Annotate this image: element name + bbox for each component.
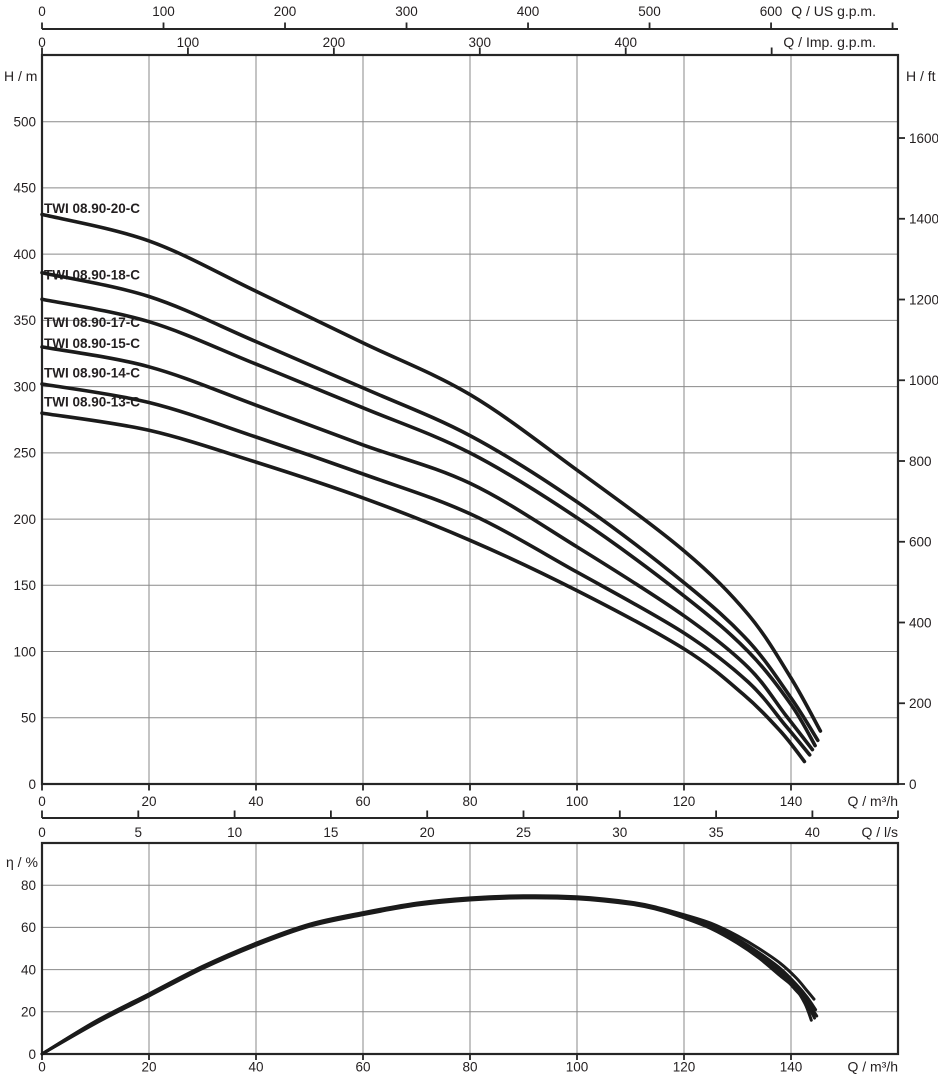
pump-efficiency-curve [40, 895, 814, 1056]
q-m3h-main-tick-label: 20 [141, 794, 156, 809]
imp-gpm-tick-label: 200 [323, 35, 346, 50]
h-ft-tick-label: 1000 [909, 373, 938, 388]
h-m-tick-label: 0 [28, 777, 36, 792]
h-ft-tick-label: 400 [909, 615, 932, 630]
pump-efficiency-curve [40, 896, 813, 1056]
pump-head-curve [40, 382, 812, 757]
pump-efficiency-curve [40, 895, 819, 1056]
pump-head-curve [40, 297, 817, 748]
h-m-tick-label: 200 [13, 512, 36, 527]
h-m-tick-label: 100 [13, 644, 36, 659]
q-m3h-main-tick-label: 40 [248, 794, 263, 809]
q-m3h-eff-tick-label: 100 [566, 1060, 589, 1075]
eta-tick-label: 20 [21, 1005, 36, 1020]
h-ft-axis-unit-label: H / ft [906, 68, 936, 84]
us-gpm-tick-label: 100 [152, 4, 175, 19]
q-ls-tick-label: 10 [227, 825, 242, 840]
us-gpm-tick-label: 600 [760, 4, 783, 19]
q-m3h-main-tick-label: 140 [780, 794, 803, 809]
imp-gpm-axis-unit-label: Q / Imp. g.p.m. [783, 34, 876, 50]
q-ls-tick-label: 5 [135, 825, 143, 840]
q-m3h-eff-tick-label: 20 [141, 1060, 156, 1075]
eta-tick-label: 60 [21, 920, 36, 935]
q-m3h-main-tick-label: 120 [673, 794, 696, 809]
h-ft-tick-label: 1200 [909, 292, 938, 307]
q-m3h-eff-tick-label: 60 [355, 1060, 370, 1075]
imp-gpm-tick-label: 400 [614, 35, 637, 50]
imp-gpm-tick-label: 0 [38, 35, 46, 50]
q-m3h-main-tick-label: 60 [355, 794, 370, 809]
pump-head-curve [40, 345, 815, 752]
us-gpm-tick-label: 0 [38, 4, 46, 19]
q-ls-tick-label: 35 [709, 825, 724, 840]
eta-tick-label: 0 [28, 1047, 36, 1062]
us-gpm-tick-label: 300 [395, 4, 418, 19]
h-ft-tick-label: 800 [909, 454, 932, 469]
q-ls-tick-label: 40 [805, 825, 820, 840]
pump-head-curve [40, 270, 820, 743]
q-m3h-eff-tick-label: 0 [38, 1060, 46, 1075]
pump-curve-label: TWI 08.90-17-C [44, 315, 140, 330]
h-ft-tick-label: 1600 [909, 131, 938, 146]
h-m-axis-unit-label: H / m [4, 68, 37, 84]
h-m-tick-label: 150 [13, 578, 36, 593]
q-ls-tick-label: 25 [516, 825, 531, 840]
us-gpm-tick-label: 500 [638, 4, 661, 19]
h-ft-tick-label: 600 [909, 535, 932, 550]
eta-tick-label: 80 [21, 878, 36, 893]
h-m-tick-label: 50 [21, 711, 36, 726]
q-m3h-eff-tick-label: 120 [673, 1060, 696, 1075]
q-m3h-main-axis-unit-label: Q / m³/h [847, 793, 898, 809]
h-ft-tick-label: 200 [909, 696, 932, 711]
pump-curve-label: TWI 08.90-14-C [44, 365, 140, 380]
q-ls-axis-unit-label: Q / l/s [861, 824, 898, 840]
h-ft-tick-label: 0 [909, 777, 917, 792]
h-m-tick-label: 400 [13, 247, 36, 262]
h-m-tick-label: 300 [13, 379, 36, 394]
q-m3h-main-tick-label: 80 [462, 794, 477, 809]
h-m-tick-label: 500 [13, 115, 36, 130]
q-m3h-eff-tick-label: 80 [462, 1060, 477, 1075]
pump-head-curve [40, 212, 823, 733]
h-m-tick-label: 450 [13, 181, 36, 196]
h-m-tick-label: 250 [13, 446, 36, 461]
q-ls-tick-label: 30 [612, 825, 627, 840]
pump-efficiency-curve [40, 895, 816, 1056]
eta-tick-label: 40 [21, 962, 36, 977]
q-m3h-eff-axis-unit-label: Q / m³/h [847, 1059, 898, 1075]
q-m3h-eff-tick-label: 40 [248, 1060, 263, 1075]
us-gpm-tick-label: 200 [274, 4, 297, 19]
q-m3h-main-tick-label: 0 [38, 794, 46, 809]
pump-curve-label: TWI 08.90-20-C [44, 201, 140, 216]
q-ls-tick-label: 20 [420, 825, 435, 840]
eta-axis-unit-label: η / % [6, 854, 38, 870]
q-m3h-main-tick-label: 100 [566, 794, 589, 809]
h-ft-tick-label: 1400 [909, 212, 938, 227]
imp-gpm-tick-label: 300 [469, 35, 492, 50]
q-ls-tick-label: 0 [38, 825, 46, 840]
pump-curve-label: TWI 08.90-13-C [44, 394, 140, 409]
h-m-tick-label: 350 [13, 313, 36, 328]
imp-gpm-tick-label: 100 [177, 35, 200, 50]
pump-curve-label: TWI 08.90-15-C [44, 336, 140, 351]
pump-head-curve [40, 411, 807, 764]
us-gpm-axis-unit-label: Q / US g.p.m. [791, 3, 876, 19]
q-m3h-eff-tick-label: 140 [780, 1060, 803, 1075]
us-gpm-tick-label: 400 [517, 4, 540, 19]
q-ls-tick-label: 15 [323, 825, 338, 840]
